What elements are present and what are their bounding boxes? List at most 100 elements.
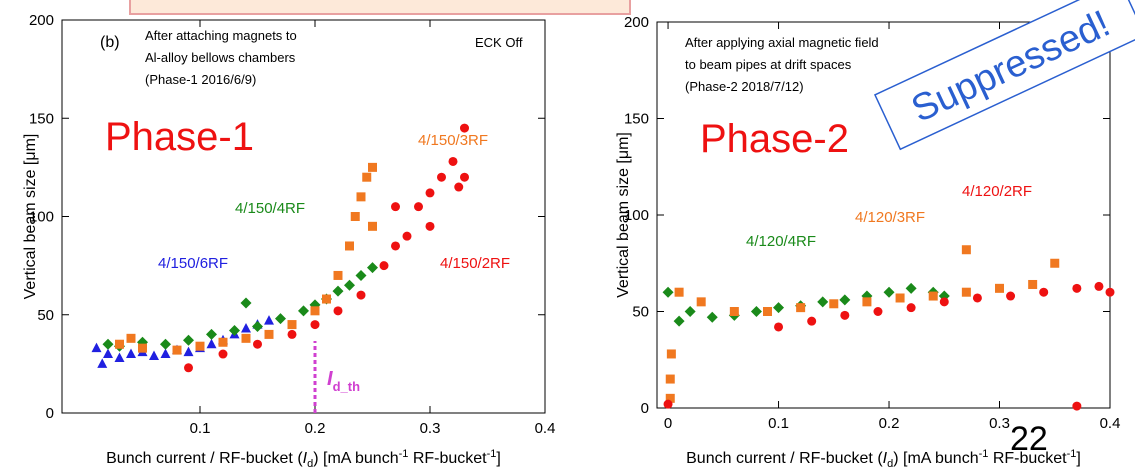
data-point (241, 333, 251, 343)
data-point (663, 399, 673, 409)
data-point (184, 363, 193, 373)
x-axis-label-part: ) [mA bunch (893, 450, 978, 467)
data-point (961, 245, 971, 255)
x-tick-label: 0.1 (768, 415, 789, 432)
data-point (905, 282, 917, 294)
threshold-symbol: I (327, 368, 333, 390)
data-point (437, 172, 446, 182)
x-axis-label-part: Bunch current / RF-bucket ( (686, 450, 883, 467)
data-point (883, 286, 895, 298)
data-point (287, 329, 297, 339)
threshold-subscript: d_th (333, 379, 361, 394)
x-axis-label-part: ) [mA bunch (313, 450, 398, 467)
y-tick-label: 100 (29, 209, 54, 226)
series-label: 4/150/3RF (418, 132, 488, 149)
data-point (840, 310, 850, 320)
phase-label: Phase-1 (105, 115, 254, 159)
threshold-label: Id_th (327, 368, 360, 394)
data-point (674, 287, 684, 297)
data-point (91, 342, 102, 353)
data-point (1094, 281, 1104, 291)
data-point (807, 316, 817, 326)
data-point (1105, 287, 1115, 297)
x-tick-label: 0.3 (989, 415, 1010, 432)
x-tick-label: 0.1 (190, 420, 211, 437)
data-point (460, 123, 469, 133)
data-point (895, 293, 905, 303)
data-point (839, 294, 851, 306)
data-point (939, 297, 949, 307)
data-point (240, 297, 252, 309)
data-point (149, 350, 159, 361)
data-point (666, 349, 676, 359)
stamp-box (873, 0, 1135, 151)
data-point (160, 348, 171, 359)
series-label: 4/150/6RF (158, 255, 228, 272)
x-axis-label-part: d (307, 458, 313, 470)
data-point (729, 307, 739, 316)
data-point (287, 320, 297, 330)
data-point (264, 315, 274, 325)
y-tick-label: 0 (46, 405, 54, 422)
data-point (961, 287, 971, 297)
data-point (275, 313, 286, 325)
data-point (253, 339, 262, 349)
series-label: 4/120/2RF (962, 183, 1032, 200)
panel-label: (b) (100, 34, 120, 51)
data-point (928, 291, 938, 301)
annotation: After applying axial magnetic field (685, 35, 879, 50)
data-point (662, 286, 674, 298)
annotation: Al-alloy bellows chambers (145, 50, 296, 65)
data-point (172, 345, 182, 355)
data-point (862, 297, 872, 307)
y-tick-label: 150 (624, 111, 649, 128)
data-point (684, 306, 696, 317)
x-tick-label: 0.4 (1100, 415, 1121, 432)
data-point (183, 346, 194, 357)
annotation: (Phase-2 2018/7/12) (685, 79, 804, 94)
data-point (995, 283, 1005, 293)
annotation: After attaching magnets to (145, 28, 297, 43)
data-point (460, 172, 469, 182)
data-point (310, 320, 320, 330)
x-axis-label: Bunch current / RF-bucket (Id) [mA bunch… (686, 448, 1081, 470)
data-point (425, 188, 435, 198)
data-point (333, 306, 343, 316)
x-tick-label: 0 (664, 415, 672, 432)
data-point (183, 334, 194, 346)
data-point (454, 182, 464, 192)
page-number: 22 (1010, 420, 1048, 458)
data-point (1039, 287, 1049, 297)
y-tick-label: 50 (37, 307, 54, 324)
data-point (345, 241, 354, 251)
data-point (264, 329, 274, 339)
status-label: ECK Off (475, 35, 523, 50)
data-point (773, 302, 785, 314)
data-point (972, 293, 982, 303)
data-point (332, 285, 344, 297)
data-point (322, 294, 331, 304)
data-point (218, 349, 228, 359)
data-point (160, 338, 171, 350)
data-point (391, 241, 400, 251)
data-point (696, 297, 706, 307)
data-point (218, 337, 228, 347)
data-point (241, 323, 251, 333)
x-tick-label: 0.2 (879, 415, 900, 432)
data-point (448, 156, 458, 166)
data-point (379, 261, 389, 271)
data-point (391, 202, 400, 212)
data-point (126, 333, 136, 343)
y-tick-label: 150 (29, 110, 54, 127)
y-tick-label: 200 (624, 14, 649, 31)
x-axis-label-part: -1 (487, 448, 497, 460)
y-tick-label: 0 (641, 400, 649, 417)
data-point (102, 338, 114, 350)
x-axis-label-part: Bunch current / RF-bucket ( (106, 450, 303, 467)
data-point (195, 341, 205, 351)
x-axis-label-part: RF-bucket (408, 450, 487, 467)
y-axis-label: Vertical beam size [μm] (22, 134, 39, 300)
series-label: 4/120/3RF (855, 209, 925, 226)
data-point (356, 192, 366, 202)
